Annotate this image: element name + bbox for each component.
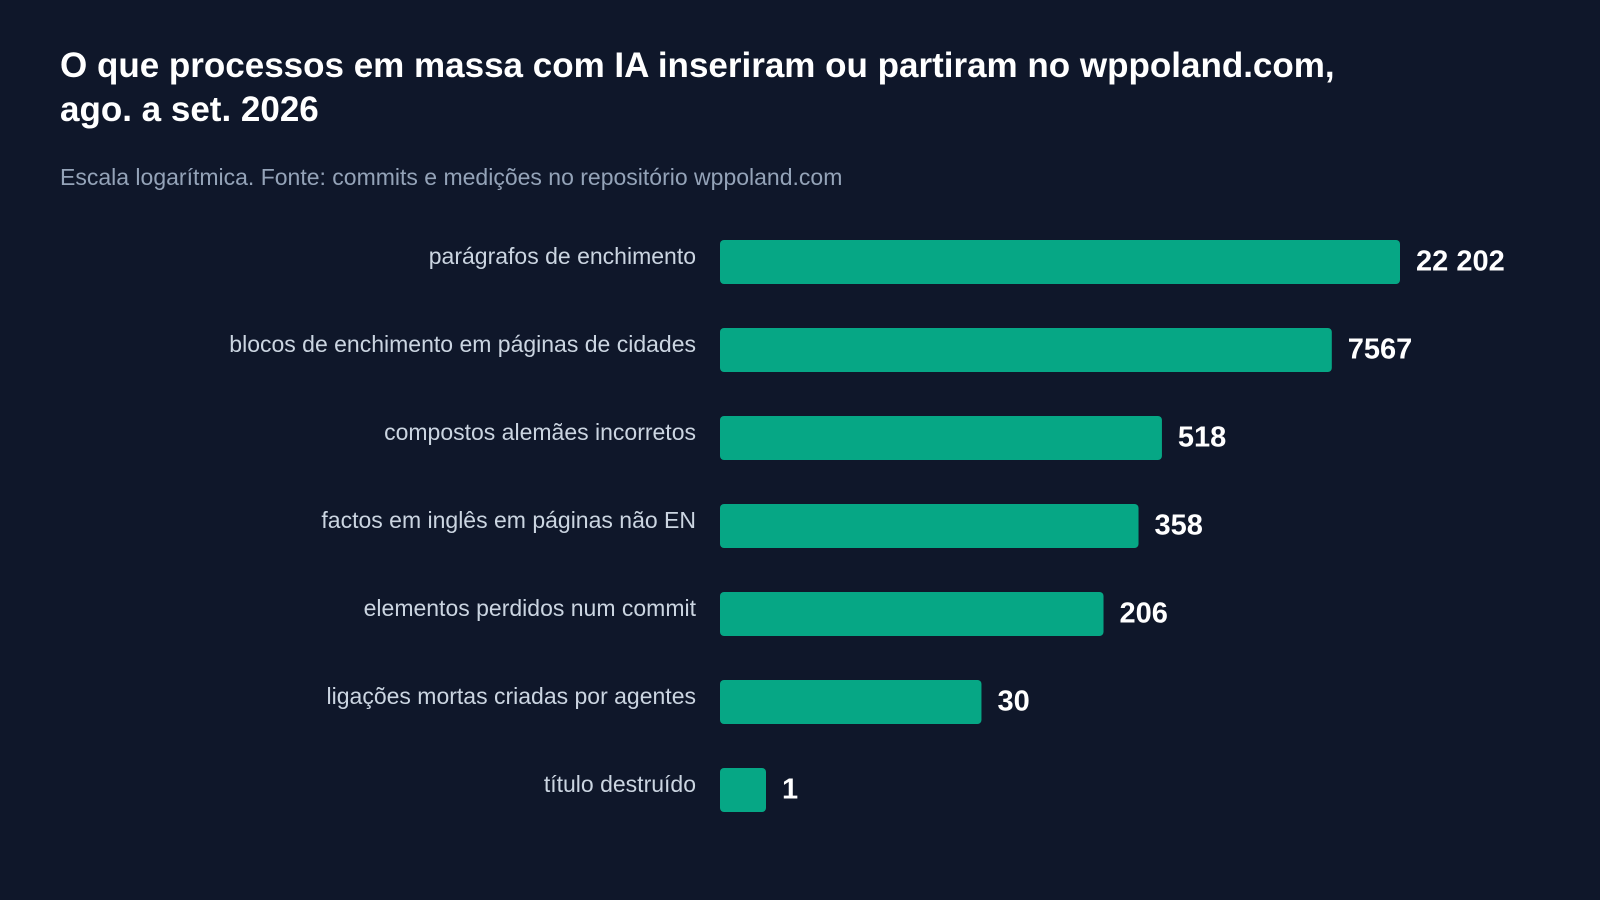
chart-title-line-2: ago. a set. 2026 bbox=[60, 90, 319, 129]
category-label: factos em inglês em páginas não EN bbox=[321, 507, 696, 533]
value-label: 7567 bbox=[1348, 334, 1413, 366]
value-label: 358 bbox=[1155, 510, 1203, 542]
chart-title: O que processos em massa com IA inserira… bbox=[60, 44, 1480, 132]
bar bbox=[720, 240, 1400, 284]
value-label: 1 bbox=[782, 774, 798, 806]
category-label: compostos alemães incorretos bbox=[384, 419, 696, 445]
bar bbox=[720, 416, 1162, 460]
category-label: blocos de enchimento em páginas de cidad… bbox=[229, 331, 696, 357]
category-label: título destruído bbox=[544, 771, 696, 797]
chart-title-line-1: O que processos em massa com IA inserira… bbox=[60, 46, 1335, 85]
category-label: parágrafos de enchimento bbox=[429, 243, 696, 269]
chart-subtitle: Escala logarítmica. Fonte: commits e med… bbox=[60, 164, 843, 190]
bar bbox=[720, 328, 1332, 372]
bar bbox=[720, 592, 1104, 636]
bar bbox=[720, 680, 982, 724]
value-label: 206 bbox=[1120, 598, 1168, 630]
value-label: 30 bbox=[997, 686, 1029, 718]
bar bbox=[720, 768, 766, 812]
category-label: elementos perdidos num commit bbox=[364, 595, 697, 621]
category-label: ligações mortas criadas por agentes bbox=[327, 683, 696, 709]
bar bbox=[720, 504, 1139, 548]
value-label: 518 bbox=[1178, 422, 1226, 454]
value-label: 22 202 bbox=[1416, 246, 1505, 278]
